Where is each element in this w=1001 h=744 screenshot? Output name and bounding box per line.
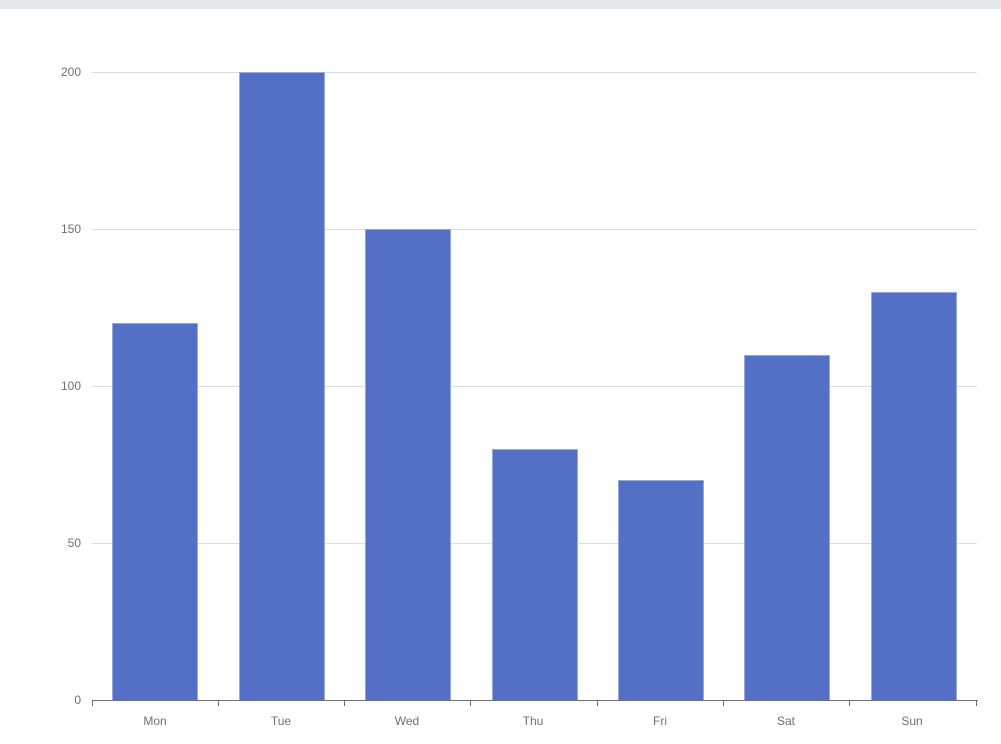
bar-tue[interactable] [239,72,325,700]
browser-chrome-strip [0,0,1001,9]
bar-mon[interactable] [112,323,198,700]
bar-chart-canvas[interactable]: 200 150 100 50 0 Mon Tue Wed Thu Fri Sat… [0,9,1001,744]
x-axis-tick-3 [470,701,471,706]
x-axis-label-fri: Fri [653,714,667,728]
x-axis-label-sat: Sat [776,714,795,728]
x-axis-tick-1 [218,701,219,706]
gridline-100 [92,386,977,387]
x-axis-label-sun: Sun [901,714,923,728]
plot-area [92,72,977,700]
bar-sun[interactable] [871,292,957,700]
bar-wed[interactable] [365,229,451,700]
x-axis-line [92,700,978,701]
x-axis-label-tue: Tue [270,714,292,728]
x-axis-tick-7 [976,701,977,706]
y-axis-label-150: 150 [60,222,81,236]
gridline-150 [92,229,977,230]
x-axis-label-thu: Thu [522,714,544,728]
x-axis-tick-4 [597,701,598,706]
y-axis-label-50: 50 [67,536,81,550]
x-axis-label-wed: Wed [394,714,420,728]
x-axis-tick-6 [849,701,850,706]
x-axis-label-mon: Mon [143,714,167,728]
y-axis-label-200: 200 [60,65,81,79]
gridline-200 [92,72,977,73]
bar-thu[interactable] [492,449,578,700]
bar-sat[interactable] [744,355,830,700]
x-axis-tick-0 [92,701,93,706]
x-axis-tick-5 [723,701,724,706]
y-axis-label-100: 100 [60,379,81,393]
bar-fri[interactable] [618,480,704,700]
y-axis-label-0: 0 [74,693,81,707]
x-axis-tick-2 [344,701,345,706]
